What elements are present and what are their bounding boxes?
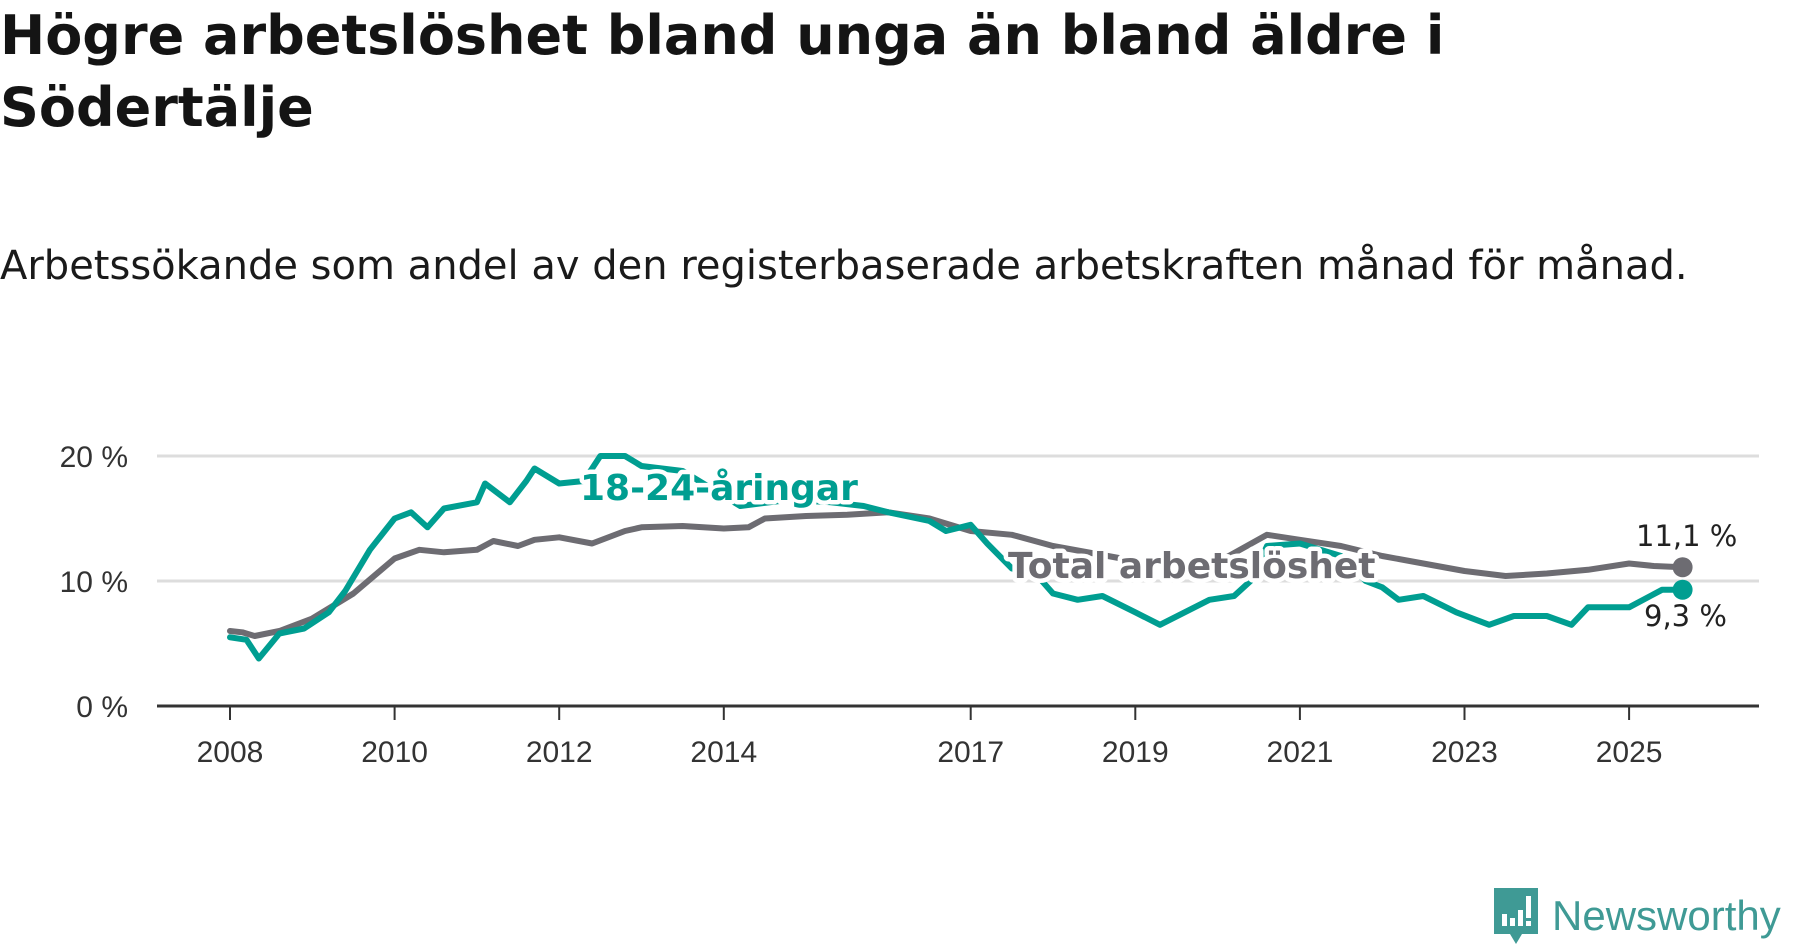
series-line-youth (227, 453, 1686, 662)
series-lines (227, 453, 1693, 662)
chart-subtitle: Arbetssökande som andel av den registerb… (0, 243, 1688, 289)
x-tick-label: 2025 (1596, 736, 1663, 769)
series-labels: 18-24-åringar Total arbetslöshet 11,1 % … (576, 464, 1741, 637)
chart-title: Högre arbetslöshet bland unga än bland ä… (0, 4, 1445, 139)
series-line-total (227, 509, 1686, 639)
y-axis: 0 % 10 % 20 % (60, 441, 128, 724)
x-tick-label: 2012 (526, 736, 593, 769)
newsworthy-logo: Newsworthy (1492, 888, 1781, 944)
x-tick-label: 2014 (690, 736, 757, 769)
end-point-total (1672, 557, 1693, 578)
x-axis: 2008 2010 2012 2014 2017 2019 2021 2023 2025 (157, 704, 1759, 769)
series-label-total: Total arbetslöshet (1008, 546, 1376, 587)
end-label-total: 11,1 % (1636, 519, 1737, 553)
x-tick-label: 2019 (1102, 736, 1169, 769)
gridlines (157, 454, 1759, 583)
y-tick-label: 20 % (60, 441, 128, 474)
end-label-youth: 9,3 % (1644, 599, 1727, 633)
end-point-youth (1672, 579, 1693, 600)
x-tick-label: 2008 (197, 736, 264, 769)
x-tick-label: 2021 (1267, 736, 1334, 769)
y-tick-label: 10 % (60, 566, 128, 599)
y-tick-label: 0 % (76, 691, 128, 724)
x-tick-label: 2010 (361, 736, 428, 769)
series-label-youth: 18-24-åringar (580, 468, 858, 509)
x-tick-label: 2017 (937, 736, 1004, 769)
newsworthy-logo-icon (1494, 888, 1538, 944)
brand-name: Newsworthy (1552, 892, 1781, 939)
x-tick-label: 2023 (1431, 736, 1498, 769)
